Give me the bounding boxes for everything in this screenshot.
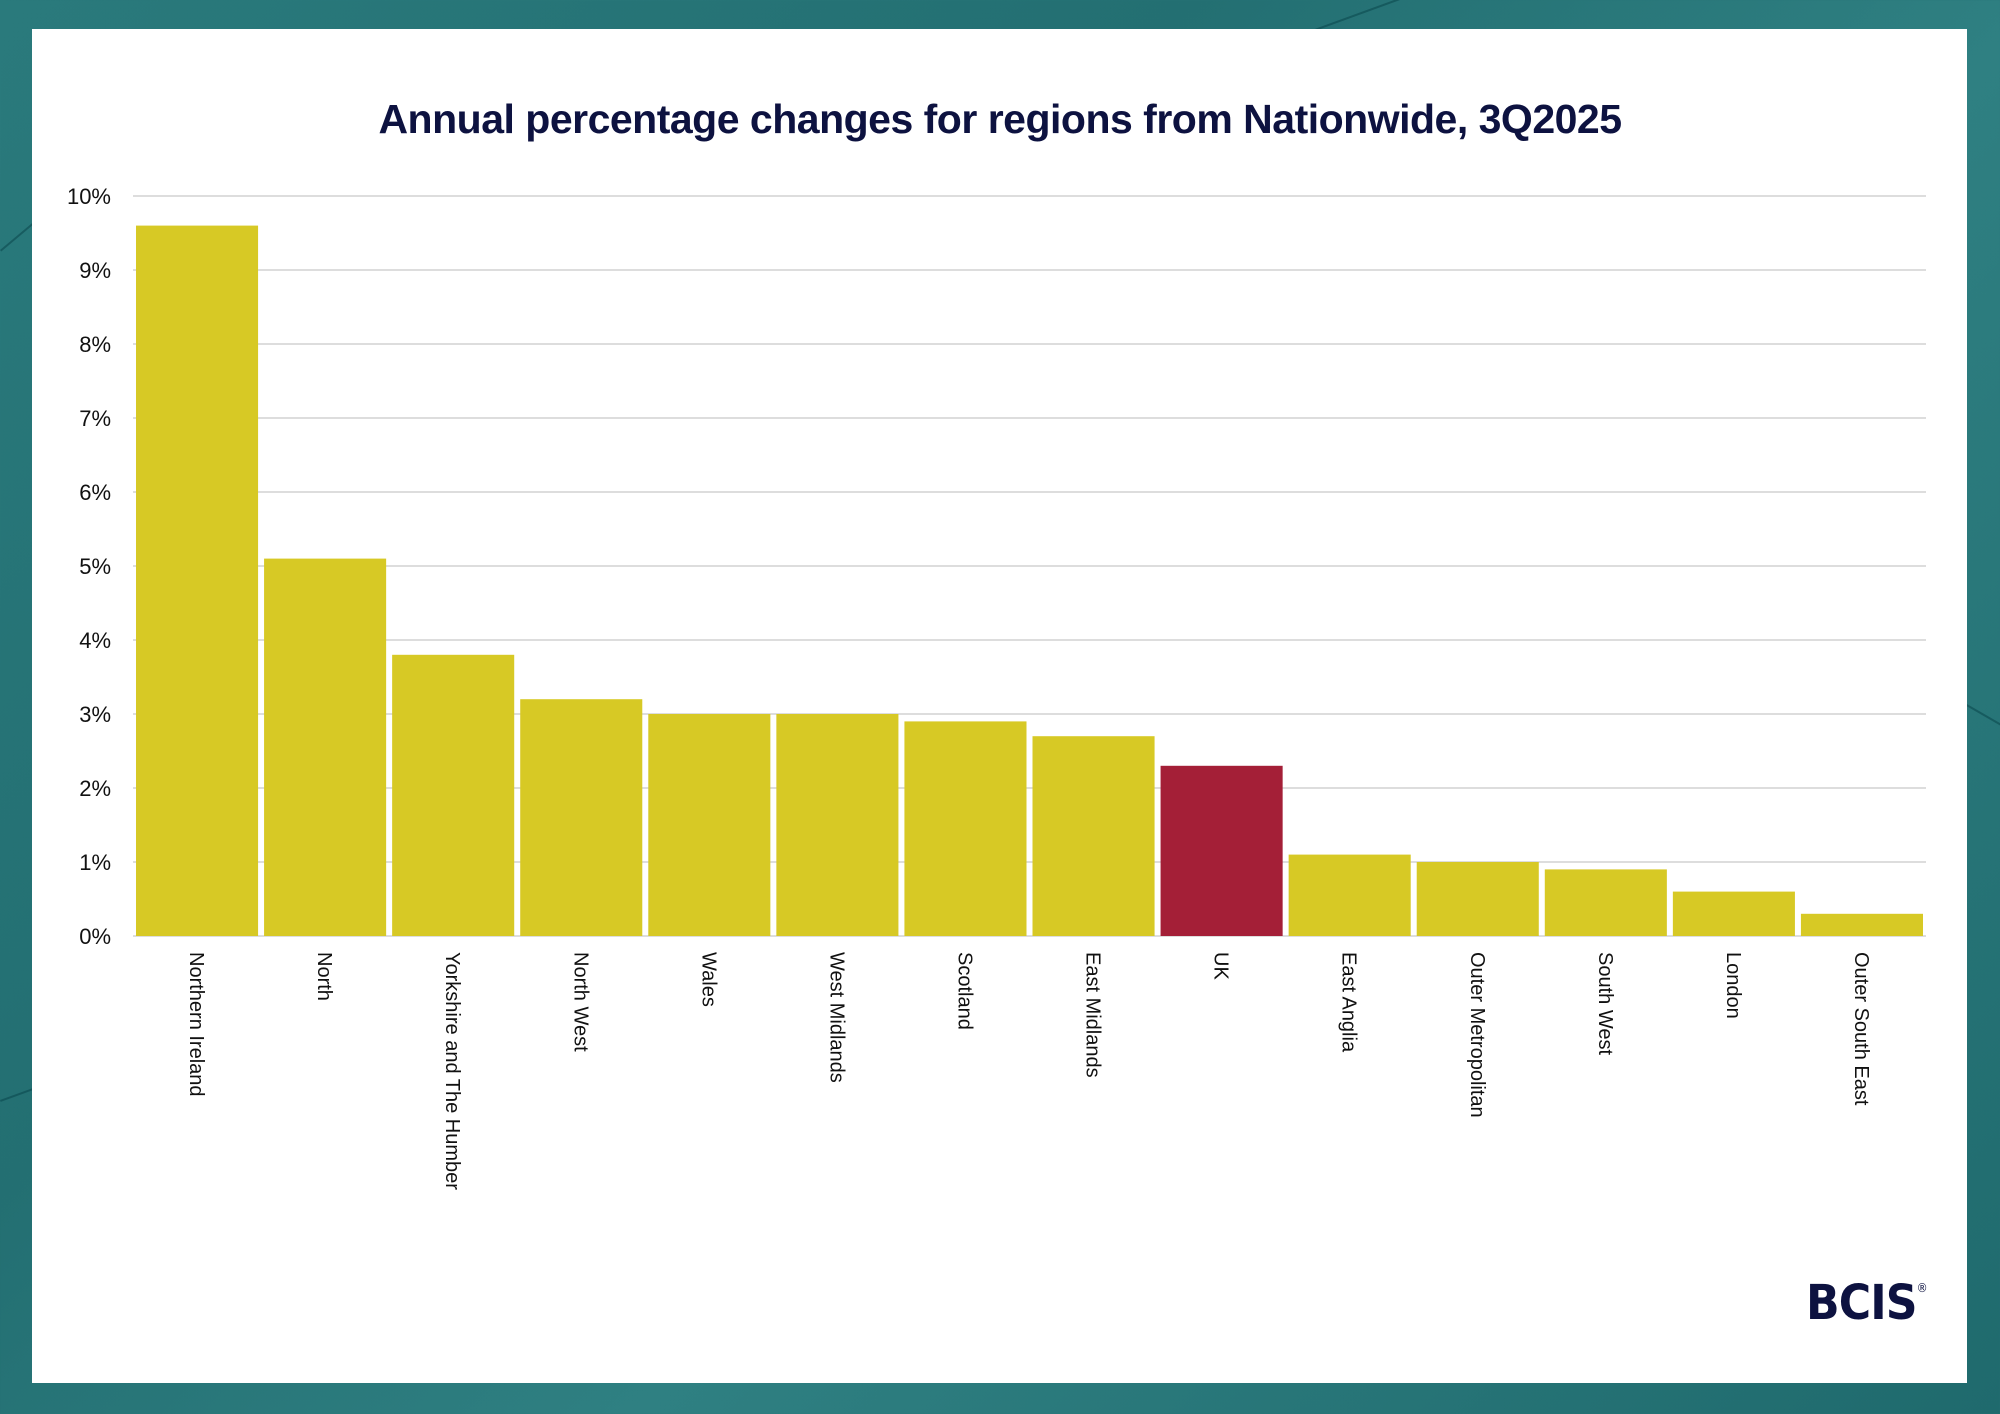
x-tick-label: Scotland — [953, 952, 975, 1030]
x-tick-label: South West — [1594, 952, 1616, 1055]
x-tick-label: UK — [1210, 952, 1232, 980]
bar — [1288, 854, 1411, 936]
x-tick-label: Outer South East — [1850, 952, 1872, 1106]
x-tick-label: Yorkshire and The Humber — [441, 952, 463, 1190]
y-tick-label: 8% — [79, 332, 111, 357]
x-tick-label: East Anglia — [1338, 952, 1360, 1053]
bar — [136, 225, 259, 937]
bar — [392, 654, 515, 936]
x-tick-label: London — [1722, 952, 1744, 1019]
y-tick-label: 7% — [79, 406, 111, 431]
bar — [1672, 891, 1795, 936]
x-tick-label: Wales — [697, 952, 719, 1007]
y-tick-label: 9% — [79, 258, 111, 283]
bar — [776, 714, 899, 936]
y-tick-label: 6% — [79, 480, 111, 505]
bar — [1416, 862, 1539, 936]
bar — [648, 714, 771, 936]
x-tick-label: North — [313, 952, 335, 1001]
x-tick-label: North West — [569, 952, 591, 1052]
y-tick-label: 0% — [79, 924, 111, 949]
x-tick-label: Outer Metropolitan — [1466, 952, 1488, 1118]
bar — [264, 558, 387, 936]
x-tick-label: East Midlands — [1082, 952, 1104, 1078]
y-tick-label: 10% — [67, 184, 111, 209]
y-tick-label: 5% — [79, 554, 111, 579]
bar — [1032, 736, 1155, 936]
logo-text: BCIS — [1806, 1275, 1918, 1331]
bar — [1160, 765, 1283, 936]
bcis-logo: BCIS® — [1806, 1275, 1928, 1331]
x-tick-label: Northern Ireland — [185, 952, 207, 1097]
bar — [520, 699, 643, 936]
y-tick-label: 2% — [79, 776, 111, 801]
x-tick-label: West Midlands — [825, 952, 847, 1083]
bar — [1544, 869, 1667, 936]
y-tick-label: 1% — [79, 850, 111, 875]
chart-title: Annual percentage changes for regions fr… — [378, 96, 1622, 142]
registered-mark: ® — [1916, 1281, 1928, 1295]
y-tick-label: 4% — [79, 628, 111, 653]
bar — [1800, 913, 1923, 936]
bar — [904, 721, 1027, 936]
y-tick-label: 3% — [79, 702, 111, 727]
